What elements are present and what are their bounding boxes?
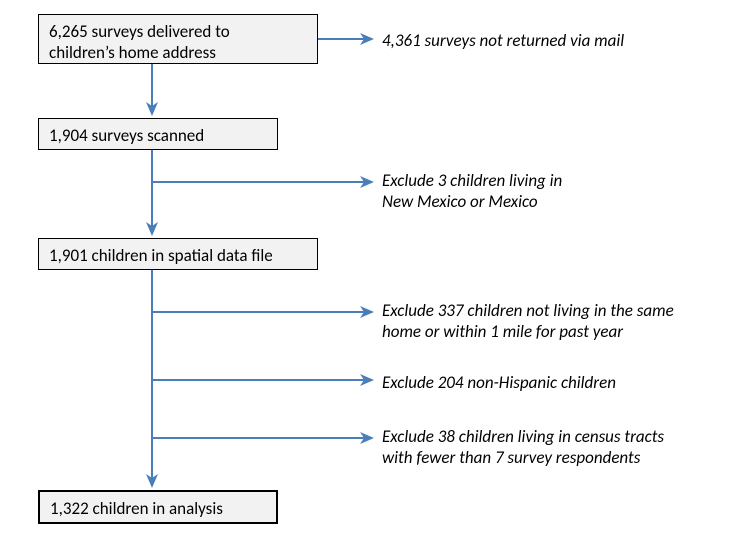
note-not-returned: 4,361 surveys not returned via mail [382, 30, 624, 51]
flowchart-canvas: 6,265 surveys delivered to children’s ho… [0, 0, 749, 542]
box-in-analysis: 1,322 children in analysis [38, 490, 278, 524]
note-exclude-non-hispanic: Exclude 204 non-Hispanic children [382, 372, 616, 393]
note-line: 4,361 surveys not returned via mail [382, 30, 624, 51]
note-exclude-not-same-home: Exclude 337 children not living in the s… [382, 300, 674, 343]
note-line: with fewer than 7 survey respondents [382, 447, 664, 468]
note-line: Exclude 337 children not living in the s… [382, 300, 674, 321]
box-surveys-delivered: 6,265 surveys delivered to children’s ho… [38, 14, 318, 64]
note-exclude-census-tracts: Exclude 38 children living in census tra… [382, 426, 664, 469]
note-line: home or within 1 mile for past year [382, 321, 674, 342]
note-line: Exclude 3 children living in [382, 170, 562, 191]
box-spatial-file: 1,901 children in spatial data file [38, 238, 318, 270]
box-line: 1,904 surveys scanned [49, 125, 267, 146]
box-line: 1,901 children in spatial data file [49, 245, 307, 266]
box-line: children’s home address [49, 42, 307, 63]
note-line: New Mexico or Mexico [382, 191, 562, 212]
note-line: Exclude 38 children living in census tra… [382, 426, 664, 447]
note-line: Exclude 204 non-Hispanic children [382, 372, 616, 393]
note-exclude-nm-mexico: Exclude 3 children living in New Mexico … [382, 170, 562, 213]
box-line: 6,265 surveys delivered to [49, 21, 307, 42]
box-surveys-scanned: 1,904 surveys scanned [38, 118, 278, 150]
box-line: 1,322 children in analysis [50, 498, 266, 519]
